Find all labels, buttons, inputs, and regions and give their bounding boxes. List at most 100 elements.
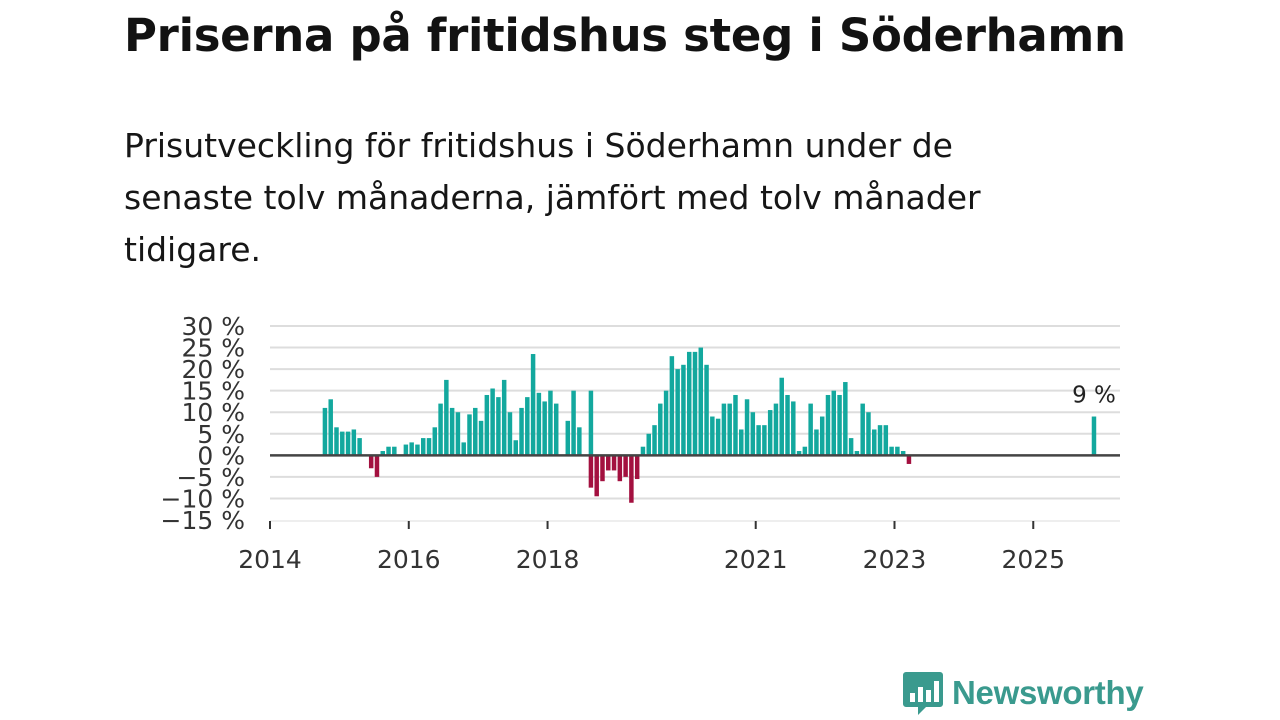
- bar: [629, 455, 634, 503]
- bar: [438, 403, 443, 456]
- page-title: Priserna på fritidshus steg i Söderhamn: [124, 9, 1126, 62]
- y-tick-label: 0 %: [197, 441, 245, 470]
- bar: [663, 390, 669, 456]
- bar: [600, 455, 605, 482]
- bar: [889, 446, 894, 456]
- bar: [426, 438, 432, 456]
- bar: [843, 382, 848, 456]
- bar: [345, 431, 351, 456]
- bar: [779, 377, 784, 456]
- bar: [825, 394, 831, 456]
- bar: [380, 451, 385, 456]
- bar: [571, 390, 576, 456]
- newsworthy-logo: Newsworthy: [902, 668, 1144, 718]
- bar: [577, 427, 582, 456]
- bar: [658, 403, 663, 456]
- bar: [467, 414, 472, 456]
- bar: [322, 407, 328, 456]
- bar: [507, 412, 513, 456]
- bar: [374, 455, 380, 477]
- y-tick-label: 30 %: [181, 312, 245, 341]
- bar: [623, 455, 628, 477]
- bar: [473, 407, 478, 456]
- bar: [773, 403, 779, 456]
- bar: [617, 455, 623, 482]
- bar: [727, 403, 732, 456]
- bar: [767, 410, 773, 456]
- bar: [733, 394, 738, 456]
- bar: [490, 388, 495, 456]
- bar: [837, 394, 842, 456]
- bar: [530, 354, 536, 456]
- bar: [750, 412, 756, 456]
- y-tick-label: −10 %: [161, 484, 245, 513]
- bar: [340, 431, 345, 456]
- bar: [328, 399, 333, 456]
- y-axis-labels: 30 %25 %20 %15 %10 %5 %0 %−5 %−10 %−15 %: [161, 312, 245, 535]
- bar: [739, 429, 744, 456]
- y-tick-label: 25 %: [181, 334, 245, 363]
- bar: [542, 401, 547, 456]
- y-tick-label: 5 %: [197, 420, 245, 449]
- bar: [796, 451, 802, 456]
- bar: [536, 392, 542, 456]
- x-tick-label: 2014: [238, 545, 302, 574]
- bar: [669, 356, 675, 456]
- x-axis: 2014 2016 2018 2021 2023 2025: [238, 520, 1120, 574]
- bar: [860, 403, 865, 456]
- y-tick-label: 10 %: [181, 398, 245, 427]
- bar: [594, 455, 599, 497]
- bar: [351, 429, 357, 456]
- bar: [710, 416, 715, 456]
- bar: [501, 379, 507, 456]
- bar: [513, 440, 518, 456]
- bar: [519, 407, 524, 456]
- bar: [681, 364, 686, 456]
- logo-text: Newsworthy: [952, 674, 1144, 711]
- bar: [611, 455, 617, 471]
- bar: [883, 425, 889, 456]
- bar: [872, 429, 877, 456]
- bar: [854, 451, 860, 456]
- bar: [802, 446, 808, 456]
- bar: [640, 446, 646, 456]
- bar: [403, 444, 409, 456]
- bar: [444, 379, 449, 456]
- bar: [692, 351, 698, 456]
- bar: [698, 347, 704, 456]
- bar: [675, 369, 680, 456]
- bar: [461, 442, 466, 456]
- y-tick-label: −15 %: [161, 506, 245, 535]
- bar: [877, 425, 883, 456]
- bar: [762, 425, 767, 456]
- bar: [548, 390, 553, 456]
- annotation-label: 9 %: [1072, 383, 1116, 409]
- x-tick-label: 2016: [377, 545, 441, 574]
- bar: [819, 416, 825, 456]
- bar: [906, 455, 912, 464]
- bar: [715, 418, 721, 456]
- bar: [496, 397, 501, 456]
- y-tick-label: 15 %: [181, 377, 245, 406]
- bar: [791, 401, 796, 456]
- bar: [848, 438, 854, 456]
- bar: [409, 442, 414, 456]
- bar: [895, 446, 900, 456]
- bar: [565, 420, 571, 456]
- chart-subtitle: Prisutveckling för fritidshus i Söderham…: [124, 126, 981, 269]
- bar: [606, 455, 611, 471]
- bar: [420, 438, 426, 456]
- bar: [432, 427, 438, 456]
- bar: [553, 403, 559, 456]
- bar: [368, 455, 374, 469]
- x-tick-label: 2023: [863, 545, 927, 574]
- bar: [686, 351, 692, 456]
- bar: [455, 412, 461, 456]
- bar: [386, 446, 391, 456]
- x-tick-label: 2025: [1001, 545, 1065, 574]
- annotations: 9 %: [1072, 383, 1116, 409]
- bar: [334, 427, 339, 456]
- bar: [831, 390, 837, 456]
- x-tick-label: 2021: [724, 545, 788, 574]
- bar: [415, 444, 420, 456]
